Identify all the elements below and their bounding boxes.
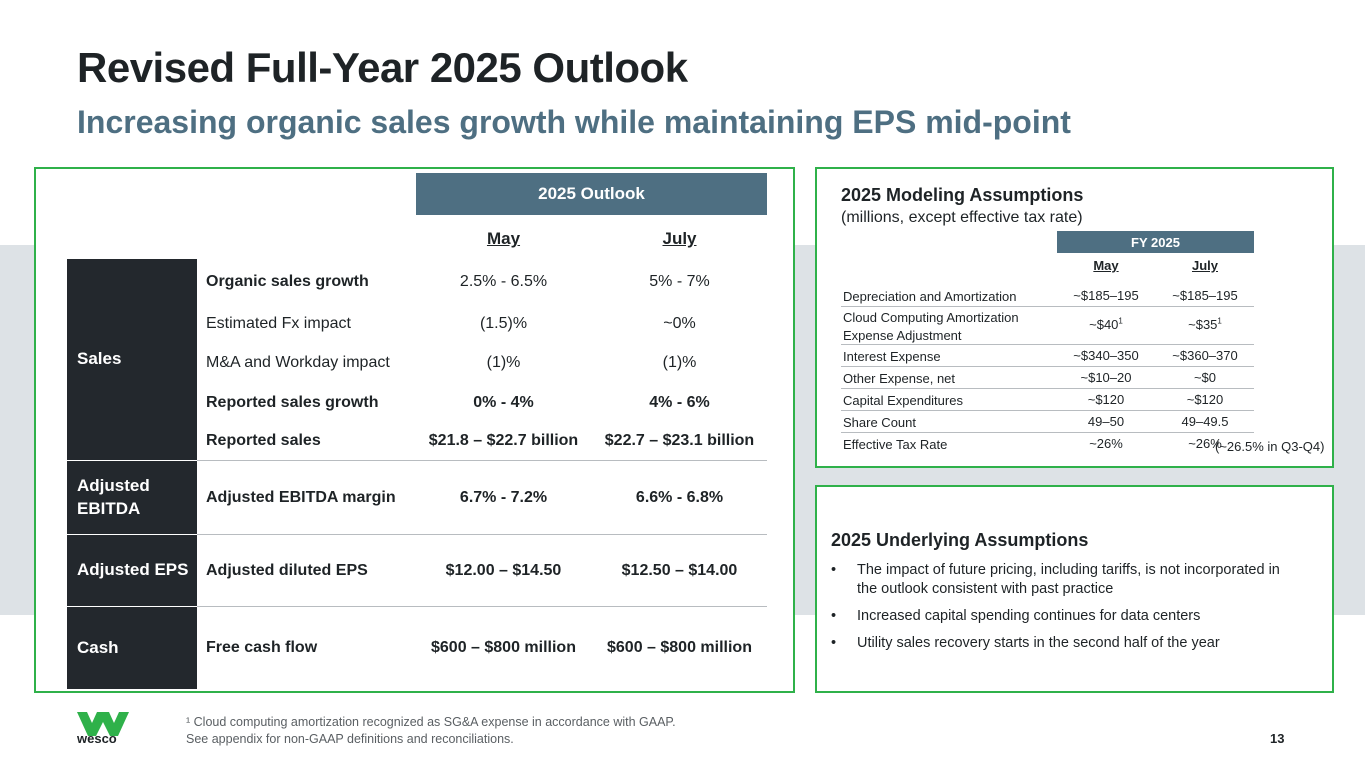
page-subtitle: Increasing organic sales growth while ma… xyxy=(77,104,1071,140)
modeling-row: Interest Expense ~$340–350 ~$360–370 xyxy=(841,345,1254,367)
page-title: Revised Full-Year 2025 Outlook xyxy=(77,44,688,91)
modeling-label: Effective Tax Rate xyxy=(843,437,948,452)
modeling-label: Other Expense, net xyxy=(843,371,956,386)
row-divider xyxy=(197,606,767,607)
modeling-value-may: ~$185–195 xyxy=(1073,288,1139,303)
value-july: $600 – $800 million xyxy=(607,639,752,656)
modeling-label: Share Count xyxy=(843,415,916,430)
list-item: The impact of future pricing, including … xyxy=(831,561,1301,599)
modeling-value-may: 49–50 xyxy=(1087,414,1125,429)
modeling-col-july: July xyxy=(1191,258,1218,273)
category-adjusted-eps: Adjusted EPS xyxy=(67,535,197,606)
modeling-value-july: ~$360–370 xyxy=(1172,348,1238,363)
value-july: 6.6% - 6.8% xyxy=(635,489,724,506)
value-july: 5% - 7% xyxy=(649,273,710,290)
value-may: $12.00 – $14.50 xyxy=(445,562,562,579)
modeling-row: Effective Tax Rate ~26% ~26% xyxy=(841,433,1254,455)
value-may: 0% - 4% xyxy=(473,394,534,411)
modeling-label: Interest Expense xyxy=(843,349,941,364)
value-may: 2.5% - 6.5% xyxy=(459,273,548,290)
modeling-row: Depreciation and Amortization ~$185–195 … xyxy=(841,285,1254,307)
value-may: (1.5)% xyxy=(479,315,528,332)
metric-label: M&A and Workday impact xyxy=(206,354,390,371)
row-divider xyxy=(197,534,767,535)
underlying-assumptions-panel: 2025 Underlying Assumptions The impact o… xyxy=(815,485,1334,693)
modeling-row: Cloud Computing Amortization Expense Adj… xyxy=(841,307,1254,345)
outlook-header: 2025 Outlook xyxy=(416,173,767,215)
modeling-value-may: ~$340–350 xyxy=(1073,348,1139,363)
modeling-row: Other Expense, net ~$10–20 ~$0 xyxy=(841,367,1254,389)
modeling-label: Capital Expenditures xyxy=(843,393,963,408)
value-may: $600 – $800 million xyxy=(431,639,576,656)
underlying-title: 2025 Underlying Assumptions xyxy=(831,530,1089,550)
value-july: 4% - 6% xyxy=(649,394,710,411)
modeling-col-may: May xyxy=(1093,258,1119,273)
tax-rate-note: (~26.5% in Q3-Q4) xyxy=(1215,439,1325,454)
list-item: Increased capital spending continues for… xyxy=(831,607,1301,626)
metric-label: Free cash flow xyxy=(206,639,318,656)
category-cash: Cash xyxy=(67,607,197,689)
modeling-assumptions-panel: 2025 Modeling Assumptions (millions, exc… xyxy=(815,167,1334,468)
modeling-value-july: 49–49.5 xyxy=(1181,414,1229,429)
category-sales: Sales xyxy=(67,259,197,460)
category-adjusted-ebitda: Adjusted EBITDA xyxy=(67,461,197,534)
underlying-bullet-list: The impact of future pricing, including … xyxy=(831,561,1301,661)
metric-label: Adjusted diluted EPS xyxy=(206,562,368,579)
outlook-panel: 2025 Outlook May July Sales Adjusted EBI… xyxy=(34,167,795,693)
modeling-value-july: ~$0 xyxy=(1193,370,1217,385)
value-july: $22.7 – $23.1 billion xyxy=(604,432,755,449)
modeling-value-may: ~$120 xyxy=(1087,392,1125,407)
fy-header: FY 2025 xyxy=(1057,231,1254,253)
modeling-value-july: ~$351 xyxy=(1188,316,1222,332)
footnote: ¹ Cloud computing amortization recognize… xyxy=(186,714,676,748)
value-july: $12.50 – $14.00 xyxy=(621,562,738,579)
modeling-title: 2025 Modeling Assumptions xyxy=(841,185,1084,205)
modeling-label: Cloud Computing Amortization Expense Adj… xyxy=(843,310,1019,343)
wesco-logo-icon xyxy=(77,712,129,736)
modeling-row: Share Count 49–50 49–49.5 xyxy=(841,411,1254,433)
footnote-line-2: See appendix for non-GAAP definitions an… xyxy=(186,732,514,746)
modeling-label: Depreciation and Amortization xyxy=(843,289,1017,304)
modeling-value-july: ~$120 xyxy=(1186,392,1224,407)
metric-label: Reported sales xyxy=(206,432,321,449)
value-may: (1)% xyxy=(486,354,521,371)
modeling-value-july: ~26% xyxy=(1188,436,1222,451)
metric-label: Organic sales growth xyxy=(206,273,369,290)
metric-label: Adjusted EBITDA margin xyxy=(206,489,396,506)
modeling-value-may: ~26% xyxy=(1089,436,1123,451)
value-july: ~0% xyxy=(663,315,696,332)
value-may: $21.8 – $22.7 billion xyxy=(428,432,579,449)
logo-text: wesco xyxy=(77,731,117,746)
row-divider xyxy=(197,460,767,461)
list-item: Utility sales recovery starts in the sec… xyxy=(831,634,1301,653)
modeling-subtitle: (millions, except effective tax rate) xyxy=(841,209,1083,226)
page-number: 13 xyxy=(1270,731,1285,746)
metric-label: Estimated Fx impact xyxy=(206,315,351,332)
value-july: (1)% xyxy=(662,354,697,371)
outlook-col-may: May xyxy=(486,229,521,248)
modeling-value-may: ~$10–20 xyxy=(1080,370,1132,385)
outlook-col-july: July xyxy=(662,229,697,248)
value-may: 6.7% - 7.2% xyxy=(459,489,548,506)
modeling-row: Capital Expenditures ~$120 ~$120 xyxy=(841,389,1254,411)
footnote-line-1: ¹ Cloud computing amortization recognize… xyxy=(186,715,676,729)
modeling-value-july: ~$185–195 xyxy=(1172,288,1238,303)
modeling-value-may: ~$401 xyxy=(1089,316,1123,332)
metric-label: Reported sales growth xyxy=(206,394,379,411)
